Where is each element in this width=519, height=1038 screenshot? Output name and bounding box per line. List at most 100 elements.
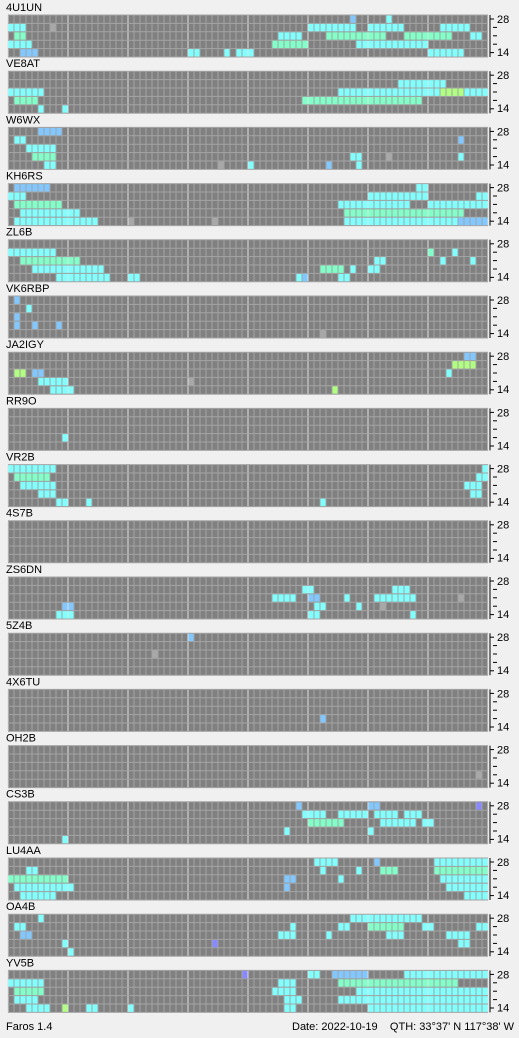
cell	[86, 1004, 92, 1012]
cell	[362, 914, 368, 923]
cell	[62, 939, 68, 948]
cell	[470, 883, 476, 892]
cell	[326, 96, 332, 105]
cell	[26, 248, 32, 257]
cell	[38, 883, 44, 892]
cell	[476, 892, 482, 900]
cell	[20, 209, 26, 217]
cell	[332, 23, 338, 32]
cell	[452, 200, 458, 209]
band-top: 28	[497, 351, 509, 363]
cell	[14, 23, 20, 32]
station-name: 4U1UN	[6, 2, 42, 14]
cell	[134, 273, 140, 282]
cell	[32, 257, 38, 265]
cell	[362, 217, 368, 226]
cell	[38, 265, 44, 273]
cell	[296, 802, 302, 810]
cell	[26, 184, 32, 192]
cell	[404, 40, 410, 49]
cell	[320, 330, 326, 338]
cell	[482, 996, 488, 1004]
cell	[476, 858, 482, 866]
cell	[374, 858, 380, 866]
cell	[338, 970, 344, 979]
cell	[50, 209, 56, 217]
cell	[380, 209, 386, 217]
cell	[476, 771, 482, 779]
cell	[44, 265, 50, 273]
cell	[284, 827, 290, 835]
cell	[386, 594, 392, 602]
cell	[44, 473, 50, 481]
cell	[392, 810, 398, 819]
cell	[410, 611, 416, 619]
cell	[374, 987, 380, 996]
cell	[338, 88, 344, 96]
cell	[428, 80, 434, 88]
cell	[290, 996, 296, 1004]
cell	[26, 144, 32, 153]
cell	[62, 257, 68, 265]
cell	[326, 32, 332, 40]
cell	[14, 465, 20, 473]
cell	[26, 866, 32, 875]
cell	[302, 585, 308, 594]
cell	[380, 217, 386, 226]
cell	[374, 594, 380, 602]
cell	[50, 127, 56, 136]
cell	[8, 465, 14, 473]
cell	[32, 996, 38, 1004]
cell	[44, 490, 50, 498]
cell	[374, 40, 380, 49]
cell	[14, 248, 20, 257]
cell	[62, 498, 68, 507]
cell	[362, 40, 368, 49]
cell	[296, 32, 302, 40]
cell	[308, 819, 314, 827]
cell	[458, 939, 464, 948]
cell	[452, 23, 458, 32]
cell	[32, 883, 38, 892]
cell	[356, 96, 362, 105]
cell	[8, 88, 14, 96]
cell	[62, 265, 68, 273]
cell	[326, 23, 332, 32]
cell	[308, 23, 314, 32]
cell	[14, 987, 20, 996]
cell	[410, 819, 416, 827]
band-bottom: 14	[497, 497, 509, 509]
cell	[50, 161, 56, 169]
cell	[278, 40, 284, 49]
cell	[296, 40, 302, 49]
cell	[374, 923, 380, 931]
cell	[338, 923, 344, 931]
cell	[434, 80, 440, 88]
cell	[356, 209, 362, 217]
cell	[374, 257, 380, 265]
cell	[458, 996, 464, 1004]
cell	[398, 585, 404, 594]
cell	[38, 875, 44, 883]
cell	[74, 273, 80, 282]
cell	[20, 217, 26, 226]
cell	[392, 914, 398, 923]
cell	[392, 40, 398, 49]
cell	[362, 32, 368, 40]
cell	[446, 931, 452, 939]
cell	[458, 858, 464, 866]
cell	[20, 996, 26, 1004]
cell	[428, 923, 434, 931]
cell	[416, 96, 422, 105]
cell	[470, 88, 476, 96]
cell	[350, 23, 356, 32]
cell	[368, 979, 374, 987]
cell	[446, 883, 452, 892]
cell	[464, 481, 470, 490]
cell	[380, 819, 386, 827]
cell	[374, 88, 380, 96]
cell	[386, 996, 392, 1004]
cell	[338, 819, 344, 827]
cell	[416, 217, 422, 226]
cell	[452, 996, 458, 1004]
